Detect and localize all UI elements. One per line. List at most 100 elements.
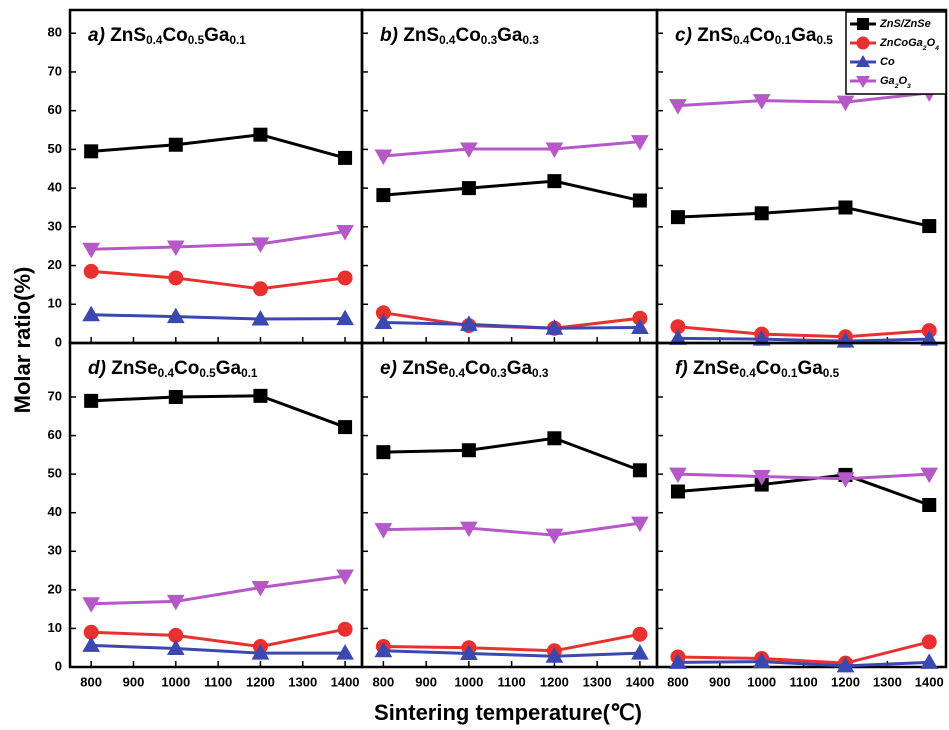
x-tick-label: 1200 [540, 674, 569, 689]
marker [631, 135, 649, 151]
y-tick-label: 60 [48, 102, 62, 117]
marker [922, 219, 937, 234]
marker [669, 653, 687, 669]
marker [545, 528, 564, 545]
series-line [91, 313, 346, 321]
marker [336, 224, 354, 241]
legend-marker [856, 55, 870, 67]
marker [337, 621, 353, 637]
marker [669, 467, 687, 484]
marker [168, 137, 183, 152]
x-tick-label: 1400 [915, 674, 944, 689]
series-line [91, 627, 346, 649]
y-tick-label: 40 [48, 504, 62, 519]
marker [545, 647, 564, 663]
series-line [677, 660, 930, 668]
marker [82, 597, 101, 613]
marker [632, 193, 647, 208]
y-tick-label: 40 [48, 180, 62, 195]
x-tick-label: 900 [123, 674, 145, 689]
marker [921, 634, 937, 650]
series-line [677, 640, 930, 665]
legend-marker [856, 76, 870, 88]
panel-frame [68, 341, 364, 669]
y-tick-label: 20 [48, 257, 62, 272]
panel-title: e) ZnSe0.4Co0.3Ga0.3 [380, 358, 549, 380]
marker [168, 270, 184, 286]
marker [168, 390, 183, 404]
marker [920, 467, 939, 484]
legend-label: ZnS/ZnSe [879, 18, 931, 30]
marker [84, 393, 99, 408]
marker [84, 144, 99, 159]
x-tick-label: 1300 [873, 674, 902, 689]
x-tick-label: 800 [373, 674, 395, 689]
y-tick-label: 30 [48, 218, 62, 233]
y-tick-label: 0 [55, 334, 62, 349]
series-line [383, 521, 641, 537]
y-tick-label: 60 [48, 427, 62, 442]
series-line [91, 643, 346, 655]
panel-title: f) ZnSe0.4Co0.1Ga0.5 [675, 358, 840, 380]
y-tick-label: 70 [48, 63, 62, 78]
x-tick-label: 1400 [625, 674, 654, 689]
marker [460, 521, 478, 538]
marker [670, 210, 685, 225]
marker [669, 329, 687, 345]
marker [251, 644, 270, 660]
marker [752, 330, 771, 346]
series-line [677, 473, 930, 507]
panel-frame [655, 341, 948, 669]
marker [253, 388, 268, 403]
legend-label: Co [880, 56, 895, 68]
marker [82, 305, 101, 322]
marker [460, 644, 478, 660]
marker [251, 581, 270, 597]
marker [82, 636, 101, 652]
marker [461, 181, 476, 196]
marker [374, 149, 393, 165]
marker [632, 463, 647, 478]
marker [547, 174, 562, 189]
series-line [677, 336, 930, 343]
series-line [383, 649, 640, 658]
marker [336, 309, 354, 326]
series-line [91, 229, 346, 251]
panel-frame [360, 341, 659, 669]
series-line [383, 320, 640, 330]
marker [374, 523, 393, 539]
marker [631, 516, 649, 533]
marker [631, 318, 649, 335]
marker [836, 95, 855, 112]
marker [338, 150, 353, 165]
y-tick-label: 70 [48, 388, 62, 403]
y-tick-label: 10 [48, 620, 62, 635]
y-tick-label: 50 [48, 466, 62, 481]
marker [632, 626, 648, 642]
x-tick-label: 1200 [246, 674, 275, 689]
marker [374, 641, 393, 658]
x-tick-label: 1000 [161, 674, 190, 689]
y-tick-label: 30 [48, 543, 62, 558]
marker [631, 644, 649, 660]
x-tick-label: 1300 [583, 674, 612, 689]
marker [754, 206, 769, 221]
legend-label: Ga2O3 [880, 75, 911, 90]
panel-title: a) ZnS0.4Co0.5Ga0.1 [88, 25, 246, 47]
marker [752, 652, 771, 669]
legend-marker [856, 36, 870, 50]
y-tick-label: 0 [55, 658, 62, 673]
marker [836, 656, 855, 673]
marker [920, 330, 939, 346]
y-tick-label: 20 [48, 581, 62, 596]
marker [83, 263, 99, 279]
marker [253, 127, 268, 142]
x-tick-label: 900 [709, 674, 731, 689]
x-axis-label: Sintering temperature(℃) [374, 700, 642, 725]
marker [752, 469, 771, 486]
x-tick-label: 900 [415, 674, 437, 689]
marker [82, 242, 101, 259]
marker [545, 142, 564, 159]
series-line [383, 179, 641, 202]
